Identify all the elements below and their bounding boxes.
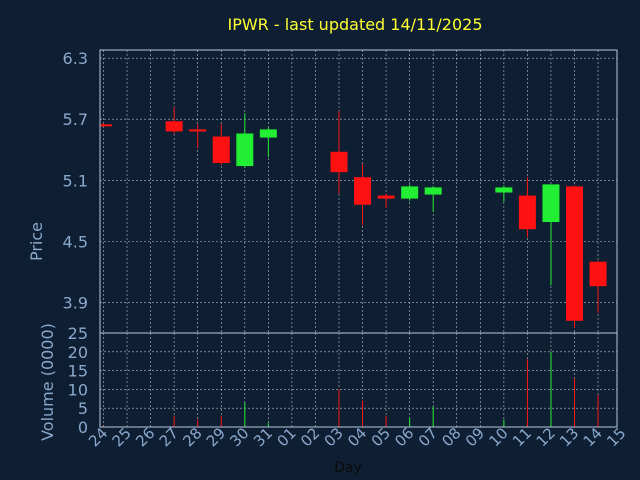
volume-axis-label: Volume (0000) — [38, 323, 57, 441]
candle-body — [424, 187, 442, 195]
x-tick-label: 15 — [603, 424, 629, 450]
x-tick-labels: 2425262728293031010203040506070809101112… — [85, 424, 629, 450]
x-tick-label: 02 — [297, 424, 323, 450]
candle-body — [495, 187, 513, 193]
x-tick-label: 06 — [391, 424, 417, 450]
x-tick-label: 07 — [415, 424, 441, 450]
candle-body — [354, 177, 372, 205]
volume-y-tick-label: 5 — [78, 399, 88, 418]
candle-body — [330, 151, 348, 173]
candle-body — [259, 129, 277, 138]
volume-grid — [100, 333, 617, 427]
candle-body — [542, 184, 560, 223]
candle-body — [566, 186, 583, 321]
x-tick-label: 03 — [321, 424, 347, 450]
x-tick-label: 13 — [556, 424, 582, 450]
x-tick-label: 31 — [250, 424, 276, 450]
x-tick-label: 30 — [226, 424, 252, 450]
x-tick-label: 24 — [85, 424, 111, 450]
x-tick-label: 01 — [273, 424, 299, 450]
volume-y-tick-label: 10 — [68, 380, 88, 399]
x-tick-label: 08 — [438, 424, 464, 450]
chart-title: IPWR - last updated 14/11/2025 — [227, 15, 482, 34]
price-y-tick-label: 5.1 — [63, 171, 88, 190]
price-y-tick-label: 3.9 — [63, 293, 88, 312]
candle-body — [377, 195, 395, 199]
x-tick-label: 11 — [509, 424, 535, 450]
volume-y-tick-label: 25 — [68, 324, 88, 343]
candle-body — [100, 124, 112, 127]
price-candles — [100, 107, 607, 328]
price-y-tick-label: 6.3 — [63, 49, 88, 68]
x-tick-label: 09 — [462, 424, 488, 450]
volume-panel-frame — [99, 332, 618, 428]
volume-y-tick-label: 15 — [68, 362, 88, 381]
volume-bars — [103, 351, 599, 427]
x-tick-label: 29 — [203, 424, 229, 450]
x-tick-label: 12 — [533, 424, 559, 450]
candle-body — [236, 133, 254, 167]
x-tick-label: 04 — [344, 424, 370, 450]
price-y-tick-labels: 6.3 5.7 5.1 4.5 3.9 — [63, 49, 88, 312]
price-y-tick-label: 5.7 — [63, 110, 88, 129]
x-tick-label: 10 — [485, 424, 511, 450]
price-y-tick-label: 4.5 — [63, 232, 88, 251]
volume-y-tick-label: 0 — [78, 418, 88, 437]
candle-body — [165, 121, 183, 132]
x-tick-label: 28 — [179, 424, 205, 450]
x-axis-label: Day — [334, 460, 362, 476]
candle-body — [589, 261, 607, 287]
x-tick-label: 05 — [368, 424, 394, 450]
candle-body — [212, 136, 230, 163]
x-tick-label: 14 — [580, 424, 606, 450]
volume-y-tick-label: 20 — [68, 343, 88, 362]
candle-body — [189, 129, 207, 132]
candle-body — [518, 195, 536, 230]
x-tick-label: 25 — [109, 424, 135, 450]
price-axis-label: Price — [27, 222, 46, 261]
x-tick-label: 26 — [132, 424, 158, 450]
candle-body — [401, 186, 419, 199]
x-tick-label: 27 — [156, 424, 182, 450]
